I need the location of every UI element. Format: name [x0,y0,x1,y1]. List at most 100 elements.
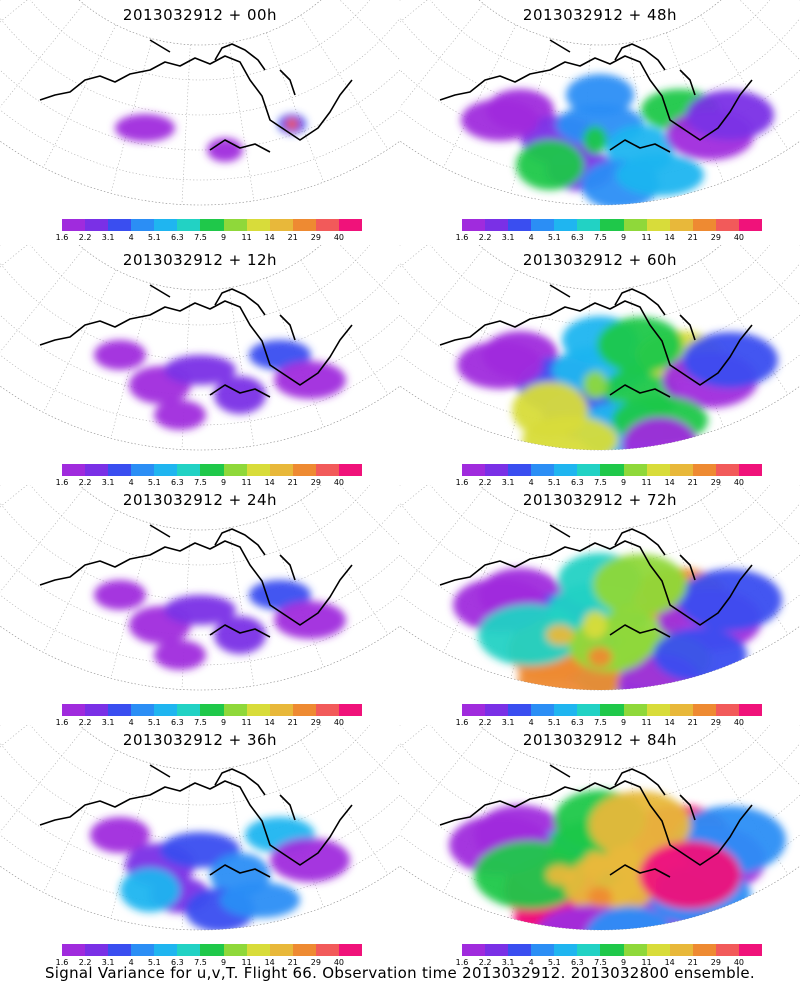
panel-title: 2013032912 + 48h [522,6,678,24]
colorbar-segment [177,704,201,716]
colorbar-segment [646,704,670,716]
colorbar-tick-label: 3.1 [501,958,515,967]
forecast-panel: 2013032912 + 12h 1.6 2.2 3.1 4 5.1 6.3 7.5 9 11 14… [0,245,400,490]
colorbar-tick-label: 5.1 [147,233,161,242]
colorbar-segment [292,704,316,716]
colorbar-segment [62,704,86,716]
colorbar-tick-label: 21 [287,958,298,967]
colorbar-tick-label: 2.2 [478,478,492,487]
colorbar-tick-label: 1.6 [455,233,469,242]
colorbar-tick-label: 3.1 [501,718,515,727]
colorbar-segment [269,704,293,716]
colorbar-segment [738,944,763,956]
colorbar-segment [177,219,201,231]
colorbar-tick-label: 11 [241,958,252,967]
colorbar-segment [600,704,624,716]
colorbar-tick-label: 5.1 [547,233,561,242]
colorbar-segment [177,944,201,956]
colorbar-tick-labels: 1.6 2.2 3.1 4 5.1 6.3 7.5 9 11 14 21 29 40 [56,233,362,245]
colorbar-tick-label: 3.1 [101,478,115,487]
variance-field [461,74,774,206]
colorbar-tick-label: 5.1 [147,478,161,487]
colorbar [62,464,363,476]
map-domain-outline [0,0,400,206]
colorbar-segment [131,464,155,476]
panel-title: 2013032912 + 84h [522,731,678,749]
coastline [439,39,753,153]
colorbar-segment [531,464,555,476]
colorbar-segment [692,704,716,716]
colorbar-segment [738,219,763,231]
colorbar-segment [338,944,363,956]
figure-caption: Signal Variance for u,v,T. Flight 66. Ob… [44,964,756,982]
colorbar-segment [269,219,293,231]
forecast-panel: 2013032912 + 36h 1.6 2.2 3.1 4 5.1 6.3 7.5 9 11 14… [0,725,400,970]
colorbar-tick-label: 3.1 [101,233,115,242]
panel-title: 2013032912 + 72h [522,491,678,509]
colorbar-segment [554,219,578,231]
colorbar-segment [200,704,224,716]
coastline [439,284,753,398]
colorbar-segment [715,464,739,476]
colorbar-tick-label: 6.3 [171,233,184,242]
coastline [39,39,353,153]
coastline [439,524,753,638]
colorbar-tick-label: 6.3 [571,958,584,967]
colorbar-tick-label: 14 [664,478,675,487]
colorbar-segment [62,464,86,476]
colorbar-tick-label: 1.6 [455,478,469,487]
colorbar-segment [485,464,509,476]
variance-field [453,553,782,691]
colorbar-tick-label: 7.5 [594,958,607,967]
forecast-panel: 2013032912 + 72h 1.6 2.2 3.1 4 5.1 6.3 7.5 9 11 14… [400,485,800,730]
colorbar-segment [531,944,555,956]
colorbar-tick-label: 21 [687,718,698,727]
colorbar-tick-label: 2.2 [478,958,492,967]
colorbar-segment [669,704,693,716]
colorbar-tick-label: 6.3 [571,718,584,727]
colorbar-tick-label: 21 [687,233,698,242]
colorbar-tick-label: 5.1 [547,958,561,967]
colorbar-segment [108,219,132,231]
colorbar-segment [692,219,716,231]
colorbar-tick-label: 11 [241,478,252,487]
colorbar-tick-labels: 1.6 2.2 3.1 4 5.1 6.3 7.5 9 11 14 21 29 40 [56,958,362,970]
colorbar-segment [623,464,647,476]
colorbar [462,464,763,476]
colorbar-tick-label: 7.5 [194,958,207,967]
colorbar-segment [600,944,624,956]
colorbar-tick-labels: 1.6 2.2 3.1 4 5.1 6.3 7.5 9 11 14 21 29 40 [456,958,762,970]
colorbar-tick-label: 4 [528,478,534,487]
variance-field [115,114,306,162]
colorbar-tick-label: 29 [710,478,721,487]
forecast-panel: 2013032912 + 00h 1.6 2.2 3.1 4 5.1 6.3 7.5 9 11 14… [0,0,400,245]
colorbar-tick-label: 7.5 [594,718,607,727]
colorbar-tick-label: 7.5 [594,478,607,487]
colorbar-tick-label: 14 [264,718,275,727]
colorbar-segment [692,944,716,956]
colorbar-segment [485,704,509,716]
colorbar-segment [338,704,363,716]
colorbar-tick-label: 2.2 [478,233,492,242]
colorbar-segment [338,464,363,476]
colorbar-tick-label: 40 [333,718,345,727]
colorbar-tick-label: 29 [310,233,321,242]
colorbar-tick-label: 9 [620,233,627,242]
colorbar-segment [646,464,670,476]
colorbar-segment [577,464,601,476]
colorbar-segment [669,944,693,956]
colorbar-segment [669,219,693,231]
colorbar-segment [600,464,624,476]
colorbar-tick-label: 29 [710,718,721,727]
colorbar-tick-label: 6.3 [171,478,184,487]
colorbar-segment [246,944,270,956]
colorbar-segment [315,704,339,716]
colorbar-tick-label: 2.2 [78,718,92,727]
colorbar-segment [200,944,224,956]
map-plot [0,0,400,206]
colorbar-segment [531,704,555,716]
colorbar-segment [223,704,247,716]
map-plot [0,725,400,931]
colorbar-segment [154,219,178,231]
map-domain-outline [0,485,400,691]
